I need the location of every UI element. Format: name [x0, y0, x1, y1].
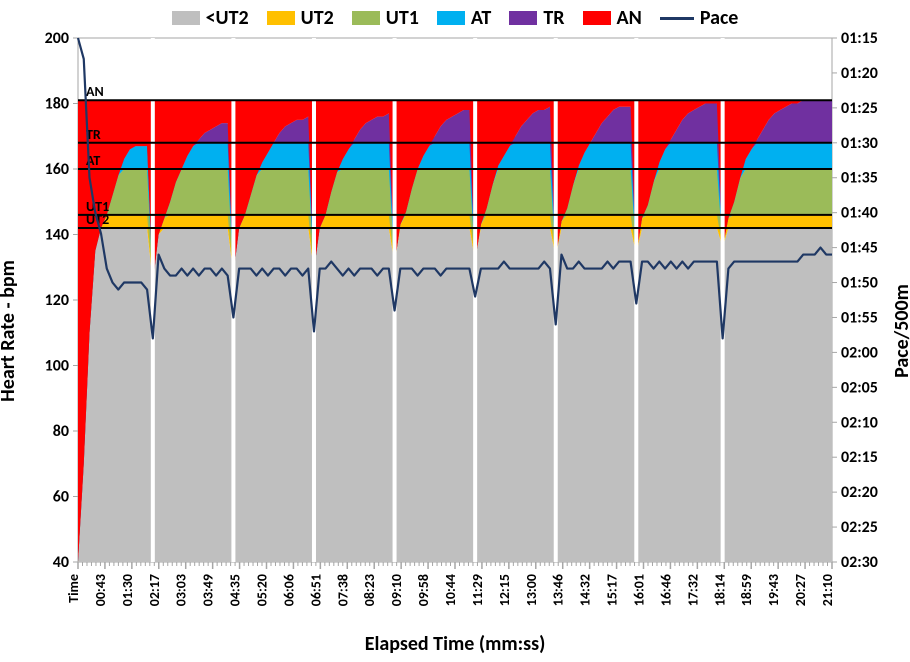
y-right-tick-label: 01:25 [841, 99, 878, 118]
y-left-tick-label: 100 [45, 357, 69, 376]
interval-gap [151, 38, 155, 562]
x-tick-label: 20:27 [792, 574, 809, 606]
x-tick-label: 09:58 [415, 574, 432, 606]
x-tick-label: 15:17 [604, 574, 621, 606]
x-tick-label: 09:10 [388, 574, 405, 606]
legend: <UT2 UT2 UT1 AT TR AN Pace [0, 6, 910, 30]
legend-label: UT1 [386, 6, 419, 30]
y-right-axis-title: Pace/500m [890, 284, 910, 378]
y-left-tick-label: 80 [53, 422, 69, 441]
y-right-tick-label: 02:10 [841, 413, 878, 432]
y-right-tick-label: 02:00 [841, 343, 878, 362]
y-left-tick-label: 160 [45, 160, 69, 179]
y-left-axis-title: Heart Rate - bpm [0, 260, 20, 402]
y-left-tick-label: 140 [45, 226, 69, 245]
x-tick-label: 16:46 [657, 574, 674, 606]
legend-label: <UT2 [206, 6, 249, 30]
y-left-tick-label: 40 [53, 553, 69, 572]
x-tick-label: 03:49 [200, 574, 217, 606]
x-tick-label: 06:06 [280, 574, 297, 606]
x-tick-label: 12:15 [496, 574, 513, 606]
legend-swatch [172, 11, 200, 25]
y-right-tick-label: 01:40 [841, 204, 878, 223]
legend-swatch [352, 11, 380, 25]
legend-label: UT2 [301, 6, 334, 30]
plot-svg: 40 60 80 100 120 140 160 180 200 01:15 01:20 01:25 0… [0, 0, 910, 662]
x-axis-title: Elapsed Time (mm:ss) [365, 632, 546, 656]
legend-item: TR [509, 6, 564, 30]
y-right-tick-label: 01:20 [841, 64, 878, 83]
y-right-tick-label: 02:15 [841, 448, 878, 467]
y-right-tick-label: 01:30 [841, 134, 878, 153]
x-tick-label: 00:43 [92, 574, 109, 606]
x-tick-label: 21:10 [819, 574, 836, 606]
legend-item: Pace [660, 6, 739, 30]
hr-pace-chart: <UT2 UT2 UT1 AT TR AN Pace 40 60 80 100 120 140 160 1… [0, 0, 910, 662]
x-tick-label: 10:44 [442, 574, 459, 606]
legend-swatch [583, 11, 611, 25]
interval-gap [312, 38, 316, 562]
y-left-tick-label: 200 [45, 29, 69, 48]
interval-gap [721, 38, 725, 562]
legend-swatch [437, 11, 465, 25]
y-right-tick-label: 01:50 [841, 274, 878, 293]
y-right-tick-label: 02:05 [841, 378, 878, 397]
x-tick-label: 13:00 [523, 574, 540, 606]
x-tick-label: 14:32 [577, 574, 594, 606]
x-tick-label: 16:01 [631, 574, 648, 606]
legend-swatch [267, 11, 295, 25]
y-right-tick-label: 01:15 [841, 29, 878, 48]
x-tick-label: 01:30 [119, 574, 136, 606]
legend-item: UT2 [267, 6, 334, 30]
legend-item: <UT2 [172, 6, 249, 30]
legend-label: Pace [700, 6, 739, 30]
x-tick-label: 07:38 [334, 574, 351, 606]
y-right-tick-label: 02:25 [841, 518, 878, 537]
x-tick-label: 08:23 [361, 574, 378, 606]
x-tick-label: 11:29 [469, 574, 486, 606]
y-right-tick-label: 02:20 [841, 483, 878, 502]
y-right-tick-label: 01:35 [841, 169, 878, 188]
x-tick-label: 03:03 [173, 574, 190, 606]
x-tick-label: 18:14 [711, 574, 728, 606]
x-tick-label: 17:32 [684, 574, 701, 606]
x-tick-label: 18:59 [738, 574, 755, 606]
legend-item: AT [437, 6, 491, 30]
y-left-tick-label: 120 [45, 291, 69, 310]
y-right-tick-label: 02:30 [841, 553, 878, 572]
y-left-tick-label: 60 [53, 488, 69, 507]
legend-item: UT1 [352, 6, 419, 30]
threshold-label: AN [86, 83, 104, 100]
y-right-tick-label: 01:45 [841, 239, 878, 258]
legend-item: AN [583, 6, 642, 30]
x-tick-label: 05:20 [254, 574, 271, 606]
legend-line-swatch [660, 11, 694, 25]
x-tick-label: 19:43 [765, 574, 782, 606]
legend-label: AN [617, 6, 642, 30]
interval-gap [473, 38, 477, 562]
x-tick-label: 02:17 [146, 574, 163, 606]
y-right-tick-label: 01:55 [841, 308, 878, 327]
legend-label: AT [471, 6, 491, 30]
x-tick-label: Time [65, 574, 82, 603]
x-tick-label: 06:51 [307, 574, 324, 606]
legend-label: TR [543, 6, 564, 30]
x-tick-label: 13:46 [550, 574, 567, 606]
legend-swatch [509, 11, 537, 25]
y-left-tick-label: 180 [45, 95, 69, 114]
x-tick-label: 04:35 [227, 574, 244, 606]
